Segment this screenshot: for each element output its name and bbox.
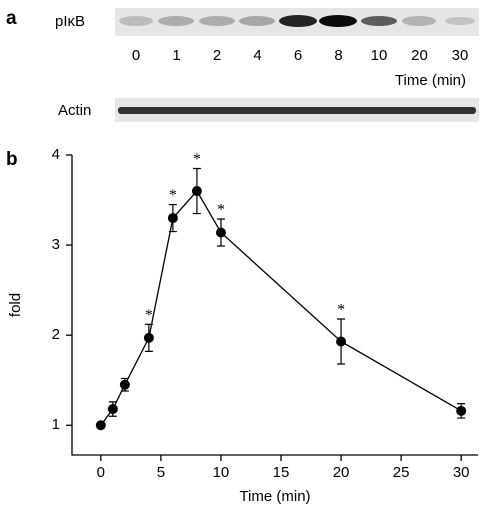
blot-strip (115, 8, 479, 36)
control-strip (115, 98, 479, 122)
lane-label: 10 (371, 47, 388, 64)
lane-label: 2 (213, 47, 221, 64)
point (143, 332, 154, 343)
blot-time-label: Time (min) (395, 72, 466, 89)
point (336, 336, 347, 347)
lane-label: 1 (172, 47, 180, 64)
significance-marker: * (217, 202, 225, 219)
lane-label: 30 (452, 47, 469, 64)
control-label: Actin (58, 102, 91, 119)
y-tick-label: 1 (52, 416, 60, 433)
axes (71, 155, 478, 456)
lane-label: 20 (411, 47, 428, 64)
point (95, 420, 106, 431)
y-axis-label: fold (7, 293, 24, 317)
point (119, 379, 130, 390)
significance-marker: * (169, 187, 177, 204)
point (167, 213, 178, 224)
y-tick-label: 3 (52, 236, 60, 253)
x-tick-label: 5 (157, 464, 165, 481)
lane-label: 6 (294, 47, 302, 64)
significance-marker: * (337, 302, 345, 319)
point (107, 404, 118, 415)
x-tick-label: 20 (333, 464, 350, 481)
blot-label: pIκB (55, 13, 85, 30)
significance-marker: * (145, 307, 153, 324)
y-tick-label: 2 (52, 326, 60, 343)
x-axis-label: Time (min) (239, 488, 310, 505)
y-tick-label: 4 (52, 146, 60, 163)
x-tick-label: 30 (453, 464, 470, 481)
x-tick-label: 15 (273, 464, 290, 481)
point (191, 186, 202, 197)
panel-label: a (6, 8, 17, 29)
point (456, 405, 467, 416)
significance-marker: * (193, 151, 201, 168)
lane-label: 4 (253, 47, 261, 64)
panel-label: b (6, 149, 18, 170)
lane-label: 8 (334, 47, 342, 64)
line (100, 189, 462, 426)
x-tick-label: 25 (393, 464, 410, 481)
x-tick-label: 10 (213, 464, 230, 481)
x-tick-label: 0 (97, 464, 105, 481)
lane-label: 0 (132, 47, 140, 64)
point (215, 227, 226, 238)
